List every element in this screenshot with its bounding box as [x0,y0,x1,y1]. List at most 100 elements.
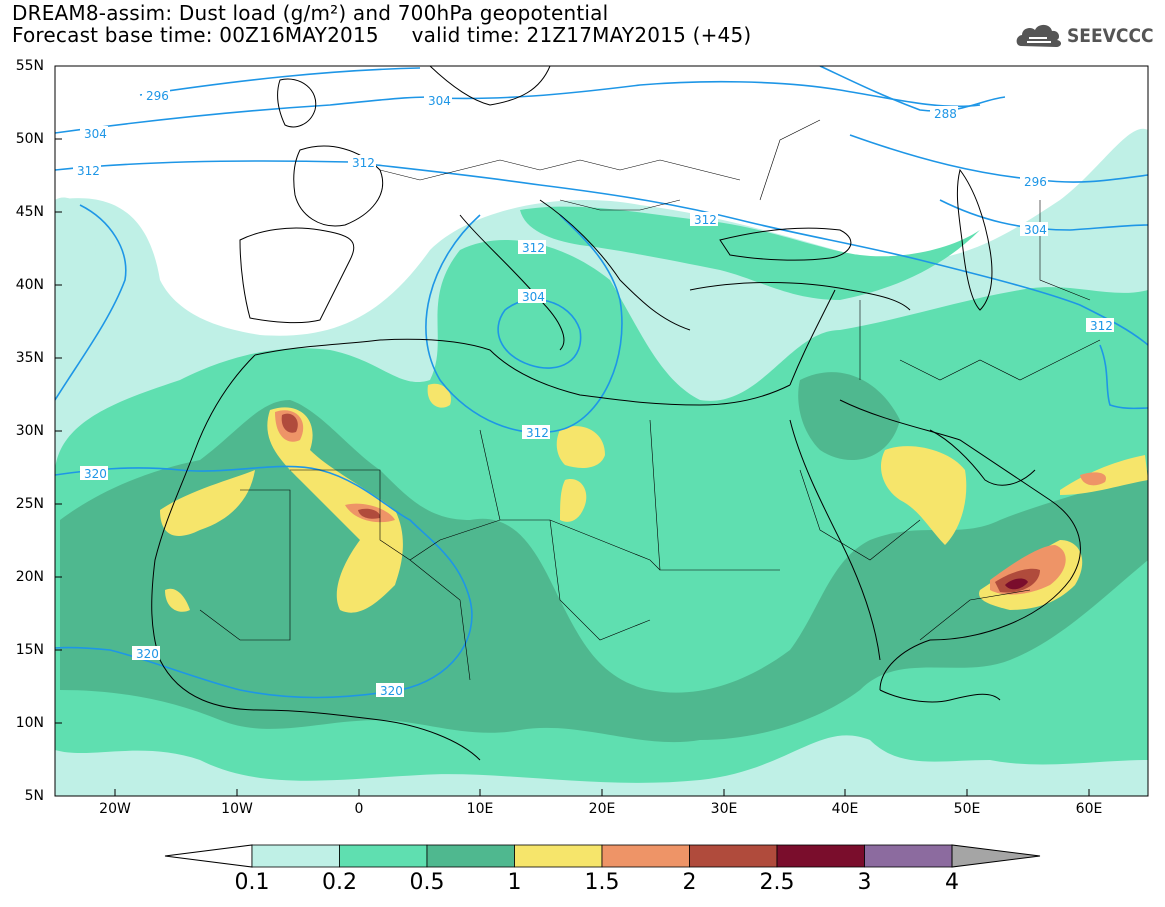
dust-patch-yellow-2 [160,470,255,536]
svg-text:312: 312 [526,426,549,440]
svg-text:320: 320 [136,647,159,661]
lat-label: 5N [24,788,44,804]
contour-320-east [1099,344,1148,410]
dust-patch-yellow-3 [556,426,605,468]
lon-label: 50E [953,801,981,817]
svg-text:296: 296 [146,89,169,103]
coast-red-sea [789,419,881,661]
colorbar-label: 0.2 [322,870,357,895]
coast-iberia [239,227,355,324]
svg-text:320: 320 [380,684,403,698]
contour-label: 312 [690,212,718,227]
colorbar-label: 0.5 [409,870,445,895]
dust-region-medium-north [520,206,980,300]
dust-region-light-2 [55,197,96,320]
lat-label: 25N [15,496,44,512]
lon-label: 40E [831,801,859,817]
coast-scandinavia [429,66,551,106]
colorbar-label: 1 [507,870,522,895]
dust-patch-yellow-9 [165,588,190,612]
contour-label: 296 [1020,174,1048,189]
lat-label: 20N [15,569,44,585]
lon-label: 20E [588,801,616,817]
dust-patch-yellow-1 [267,407,403,613]
colorbar-label: 0.1 [234,870,270,895]
svg-text:320: 320 [84,467,107,481]
colorbar-label: 2.5 [759,870,795,895]
coast-arabia [839,399,1081,691]
contour-label: 320 [376,683,404,698]
contour-label: 320 [132,646,160,661]
dust-patch-orange-4 [1080,472,1106,486]
coast-persian-gulf [929,429,1036,486]
coast-west-africa [151,354,481,761]
lat-label: 40N [15,277,44,293]
colorbar-label: 2 [682,870,697,895]
coast-france [293,145,384,227]
coast-anatolia [689,282,911,311]
logo-text: SEEVCCC [1067,25,1154,47]
contour-label: 312 [518,240,546,255]
contour-label: 288 [930,106,958,121]
contour-label: 320 [80,466,108,481]
coast-black-sea [719,227,852,261]
svg-text:312: 312 [77,164,100,178]
coast-horn-africa [879,689,1001,703]
lon-label: 60E [1075,801,1103,817]
map-area [55,66,1148,796]
coast-britain [277,78,317,128]
contour-296-west [139,67,421,96]
svg-text:296: 296 [1024,175,1047,189]
colorbar-label: 4 [945,870,959,895]
contour-label: 304 [424,93,452,108]
lat-label: 35N [15,350,44,366]
svg-text:312: 312 [694,213,717,227]
contour-label: 304 [80,126,108,141]
dust-patch-brown-1 [281,413,298,433]
lat-label: 45N [15,204,44,220]
lon-label: 10W [221,801,253,817]
lon-label: 0 [354,801,364,817]
contour-label: 312 [73,163,101,178]
contour-label: 312 [522,425,550,440]
lat-label: 15N [15,642,44,658]
contour-label: 304 [518,289,546,304]
seevccc-logo: SEEVCCC [1013,16,1154,56]
lat-label: 50N [15,131,44,147]
map-title-line1: DREAM8-assim: Dust load (g/m²) and 700hP… [12,1,609,25]
contour-label: 304 [1020,222,1048,237]
lat-label: 55N [15,58,44,74]
svg-text:304: 304 [1024,223,1047,237]
lon-label: 10E [466,801,494,817]
lat-label: 10N [15,715,44,731]
lon-label: 20W [99,801,131,817]
contour-label: 296 [142,88,170,103]
coast-north-africa [254,338,791,406]
axis-ticks [55,65,1090,797]
contour-288 [819,66,1006,112]
cloud-icon [1016,24,1062,47]
contour-320-west [55,204,473,699]
contour-labels: 296 304 304 312 312 312 312 304 312 288 … [73,88,1114,698]
dust-patch-brown-2 [358,508,381,519]
coast-levant [789,289,836,386]
contour-312-north [55,160,1148,346]
colorbar-label: 1.5 [584,870,620,895]
colorbar-label: 3 [857,870,872,895]
dust-patch-yellow-6 [880,446,967,545]
contour-304-west [55,80,981,134]
contour-label: 312 [1086,318,1114,333]
coast-caspian [956,168,993,311]
dust-region-dark-2 [798,372,900,460]
svg-text:304: 304 [428,94,451,108]
svg-text:312: 312 [522,241,545,255]
lat-label: 30N [15,423,44,439]
contour-304-east [939,199,1148,231]
map-title-line2: Forecast base time: 00Z16MAY2015 valid t… [12,23,752,47]
svg-text:312: 312 [1090,319,1113,333]
dust-patch-yellow-4 [560,479,587,522]
contour-label: 312 [348,155,376,170]
coastlines [151,66,1081,761]
dust-patch-yellow-5 [427,383,451,408]
